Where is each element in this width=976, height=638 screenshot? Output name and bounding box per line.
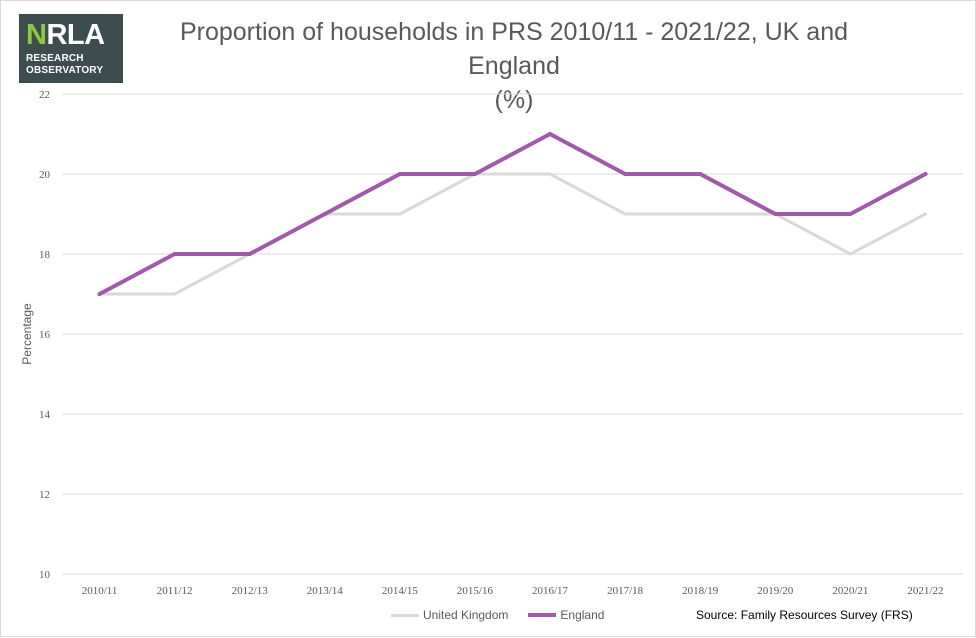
x-tick-label: 2020/21 [832,585,868,597]
data-point-united-kingdom [698,212,702,216]
data-point-united-kingdom [623,212,627,216]
x-tick-label: 2018/19 [682,585,719,597]
y-tick-label: 12 [39,489,50,501]
nrla-logo: NRLA RESEARCH OBSERVATORY [19,14,123,83]
legend-item-england: England [528,608,604,622]
y-tick-label: 20 [39,169,51,181]
chart-subtitle: (%) [494,86,534,114]
x-tick-label: 2016/17 [532,585,569,597]
legend-item-united-kingdom: United Kingdom [391,608,508,622]
data-point-england [848,212,853,216]
logo-subtitle: RESEARCH OBSERVATORY [26,53,104,76]
x-tick-label: 2012/13 [232,585,269,597]
data-point-united-kingdom [848,252,852,256]
data-point-england [322,212,327,216]
y-tick-label: 22 [39,89,50,101]
data-point-england [698,172,703,176]
y-tick-label: 14 [39,409,51,421]
x-tick-label: 2017/18 [607,585,644,597]
y-tick-label: 18 [39,249,51,261]
data-point-england [623,172,628,176]
data-point-england [397,172,402,176]
series-line-england [97,132,928,296]
x-tick-label: 2019/20 [757,585,794,597]
data-point-united-kingdom [173,292,177,296]
y-tick-label: 16 [39,329,51,341]
y-tick-label: 10 [39,569,51,581]
x-tick-label: 2021/22 [907,585,943,597]
x-tick-label: 2011/12 [157,585,193,597]
legend-label-england: England [560,608,605,622]
data-point-united-kingdom [398,212,402,216]
x-tick-label: 2014/15 [382,585,419,597]
chart-title: Proportion of households in PRS 2010/11 … [179,18,849,80]
data-point-england [247,252,252,256]
data-point-united-kingdom [548,172,552,176]
data-point-england [548,132,553,136]
series-line-united-kingdom [98,172,927,296]
legend-swatch-united-kingdom [391,613,419,617]
data-point-england [923,172,928,176]
data-point-england [172,252,177,256]
x-tick-label: 2013/14 [307,585,344,597]
legend-label-united-kingdom: United Kingdom [423,608,509,622]
data-point-england [472,172,477,176]
x-tick-label: 2015/16 [457,585,494,597]
source-note: Source: Family Resources Survey (FRS) [696,608,913,622]
data-point-england [97,292,102,296]
chart-title-block: Proportion of households in PRS 2010/11 … [131,15,897,117]
logo-wordmark: NRLA [26,19,105,51]
legend: United Kingdom England [391,608,624,622]
legend-swatch-england [528,613,557,617]
data-point-england [773,212,778,216]
x-tick-label: 2010/11 [82,585,118,597]
data-point-united-kingdom [923,212,927,216]
